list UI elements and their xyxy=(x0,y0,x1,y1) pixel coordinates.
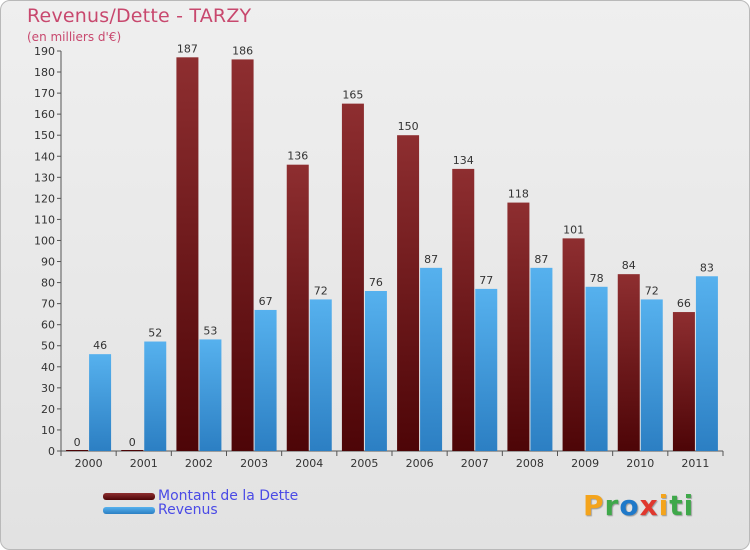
bar-debt xyxy=(121,450,144,451)
y-tick-label: 140 xyxy=(34,150,55,163)
data-label-debt: 187 xyxy=(177,42,198,55)
x-tick-label: 2000 xyxy=(75,457,103,470)
x-tick-label: 2009 xyxy=(571,457,599,470)
bar-debt xyxy=(562,238,585,451)
data-label-debt: 84 xyxy=(622,259,636,272)
data-label-revenue: 67 xyxy=(259,295,273,308)
legend-swatch-revenue xyxy=(103,506,155,514)
bar-debt xyxy=(672,312,695,451)
y-tick-label: 50 xyxy=(41,340,55,353)
x-tick-label: 2002 xyxy=(185,457,213,470)
y-tick-label: 20 xyxy=(41,403,55,416)
bar-revenue xyxy=(364,291,387,451)
data-label-revenue: 87 xyxy=(424,253,438,266)
bar-revenue xyxy=(640,299,663,451)
bar-debt xyxy=(507,202,530,451)
x-tick-label: 2010 xyxy=(626,457,654,470)
bar-debt xyxy=(397,135,420,452)
data-label-debt: 186 xyxy=(232,44,253,57)
y-tick-label: 120 xyxy=(34,192,55,205)
bar-revenue xyxy=(89,354,112,451)
y-tick-label: 40 xyxy=(41,361,55,374)
bar-revenue xyxy=(420,267,443,451)
y-tick-label: 30 xyxy=(41,382,55,395)
data-label-revenue: 87 xyxy=(534,253,548,266)
bar-revenue xyxy=(199,339,222,451)
y-tick-label: 10 xyxy=(41,424,55,437)
y-tick-label: 180 xyxy=(34,66,55,79)
bar-revenue xyxy=(144,341,167,451)
data-label-debt: 0 xyxy=(74,436,81,449)
y-tick-label: 130 xyxy=(34,171,55,184)
data-label-revenue: 76 xyxy=(369,276,383,289)
y-tick-label: 0 xyxy=(48,445,55,458)
data-label-debt: 66 xyxy=(677,297,691,310)
bar-debt xyxy=(452,168,475,452)
y-tick-label: 90 xyxy=(41,256,55,269)
chart-subtitle: (en milliers d'€) xyxy=(27,30,122,44)
y-tick-label: 80 xyxy=(41,277,55,290)
data-label-revenue: 53 xyxy=(203,324,217,337)
data-label-debt: 136 xyxy=(287,150,308,163)
bar-debt xyxy=(286,164,309,451)
x-tick-label: 2001 xyxy=(130,457,158,470)
legend-item-revenue: Revenus xyxy=(103,502,218,518)
x-tick-label: 2003 xyxy=(240,457,268,470)
y-tick-label: 160 xyxy=(34,108,55,121)
bar-revenue xyxy=(585,286,608,451)
data-label-debt: 101 xyxy=(563,223,584,236)
x-tick-label: 2007 xyxy=(461,457,489,470)
data-label-revenue: 72 xyxy=(314,284,328,297)
x-tick-label: 2008 xyxy=(516,457,544,470)
data-label-debt: 165 xyxy=(342,89,363,102)
x-tick-label: 2005 xyxy=(350,457,378,470)
data-label-revenue: 83 xyxy=(700,261,714,274)
bar-revenue xyxy=(254,309,277,451)
bar-revenue xyxy=(309,299,332,451)
proxiti-logo: Proxiti xyxy=(583,489,695,522)
x-tick-label: 2004 xyxy=(295,457,323,470)
bar-debt xyxy=(341,103,364,451)
y-tick-label: 110 xyxy=(34,213,55,226)
x-tick-label: 2006 xyxy=(406,457,434,470)
bar-revenue xyxy=(475,288,498,451)
bar-debt xyxy=(617,274,640,451)
chart-title: Revenus/Dette - TARZY xyxy=(27,5,252,27)
x-tick-label: 2011 xyxy=(681,457,709,470)
data-label-revenue: 52 xyxy=(148,327,162,340)
data-label-debt: 150 xyxy=(398,120,419,133)
y-tick-label: 150 xyxy=(34,129,55,142)
legend-item-debt: Montant de la Dette xyxy=(103,488,299,504)
bar-debt xyxy=(66,450,89,451)
y-tick-label: 70 xyxy=(41,298,55,311)
data-label-debt: 118 xyxy=(508,188,529,201)
legend-swatch-debt xyxy=(103,492,155,500)
y-tick-label: 190 xyxy=(34,45,55,58)
data-label-debt: 134 xyxy=(453,154,474,167)
bar-debt xyxy=(176,57,199,451)
data-label-revenue: 78 xyxy=(590,272,604,285)
legend-label-revenue: Revenus xyxy=(158,502,218,518)
bar-revenue xyxy=(530,267,553,451)
y-tick-label: 100 xyxy=(34,234,55,247)
data-label-revenue: 72 xyxy=(645,284,659,297)
legend-label-debt: Montant de la Dette xyxy=(158,488,299,504)
data-label-revenue: 46 xyxy=(93,339,107,352)
bar-debt xyxy=(231,59,254,451)
y-tick-label: 60 xyxy=(41,319,55,332)
y-tick-label: 170 xyxy=(34,87,55,100)
data-label-debt: 0 xyxy=(129,436,136,449)
data-label-revenue: 77 xyxy=(479,274,493,287)
bar-revenue xyxy=(695,276,718,451)
